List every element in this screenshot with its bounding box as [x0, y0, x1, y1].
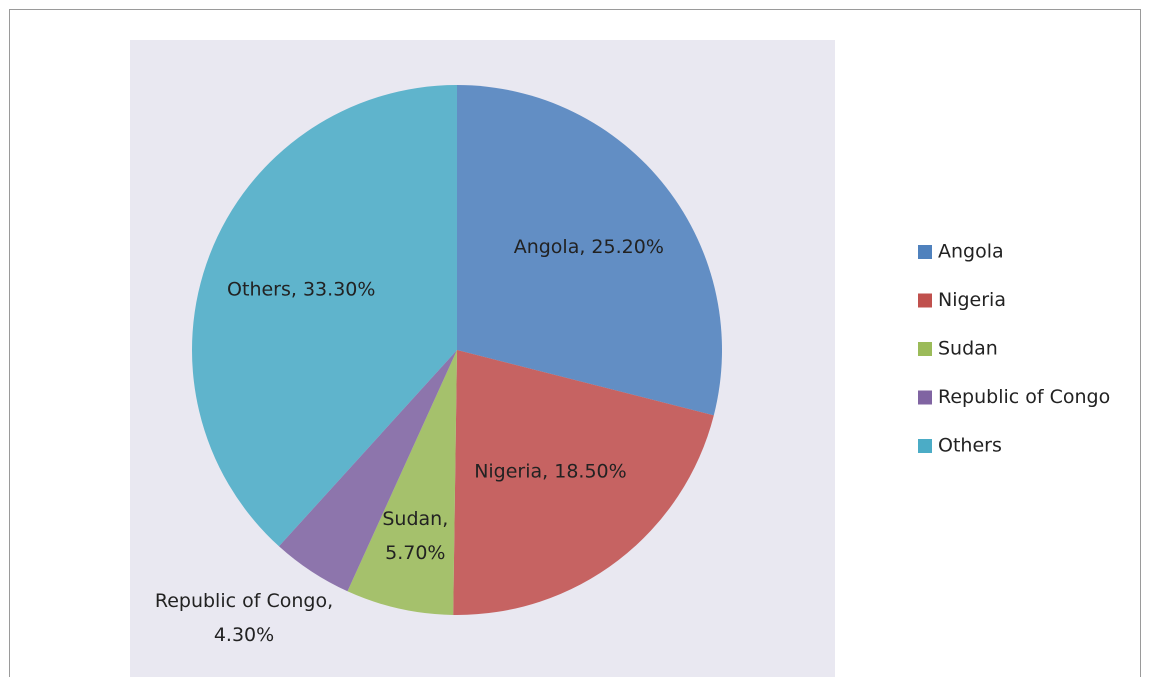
- legend-swatch: [918, 294, 932, 308]
- legend-label: Republic of Congo: [938, 386, 1110, 408]
- data-label: Others, 33.30%: [227, 278, 375, 300]
- legend-label: Nigeria: [938, 289, 1006, 311]
- legend-label: Sudan: [938, 338, 998, 360]
- data-label: Nigeria, 18.50%: [474, 461, 627, 483]
- legend-swatch: [918, 391, 932, 405]
- legend-swatch: [918, 342, 932, 356]
- legend-swatch: [918, 439, 932, 453]
- legend-swatch: [918, 245, 932, 259]
- pie: [192, 85, 722, 615]
- chart: Angola, 25.20%Nigeria, 18.50%Sudan,5.70%…: [0, 0, 1151, 677]
- legend-label: Angola: [938, 241, 1004, 263]
- legend-label: Others: [938, 435, 1002, 457]
- data-label: Angola, 25.20%: [514, 236, 664, 258]
